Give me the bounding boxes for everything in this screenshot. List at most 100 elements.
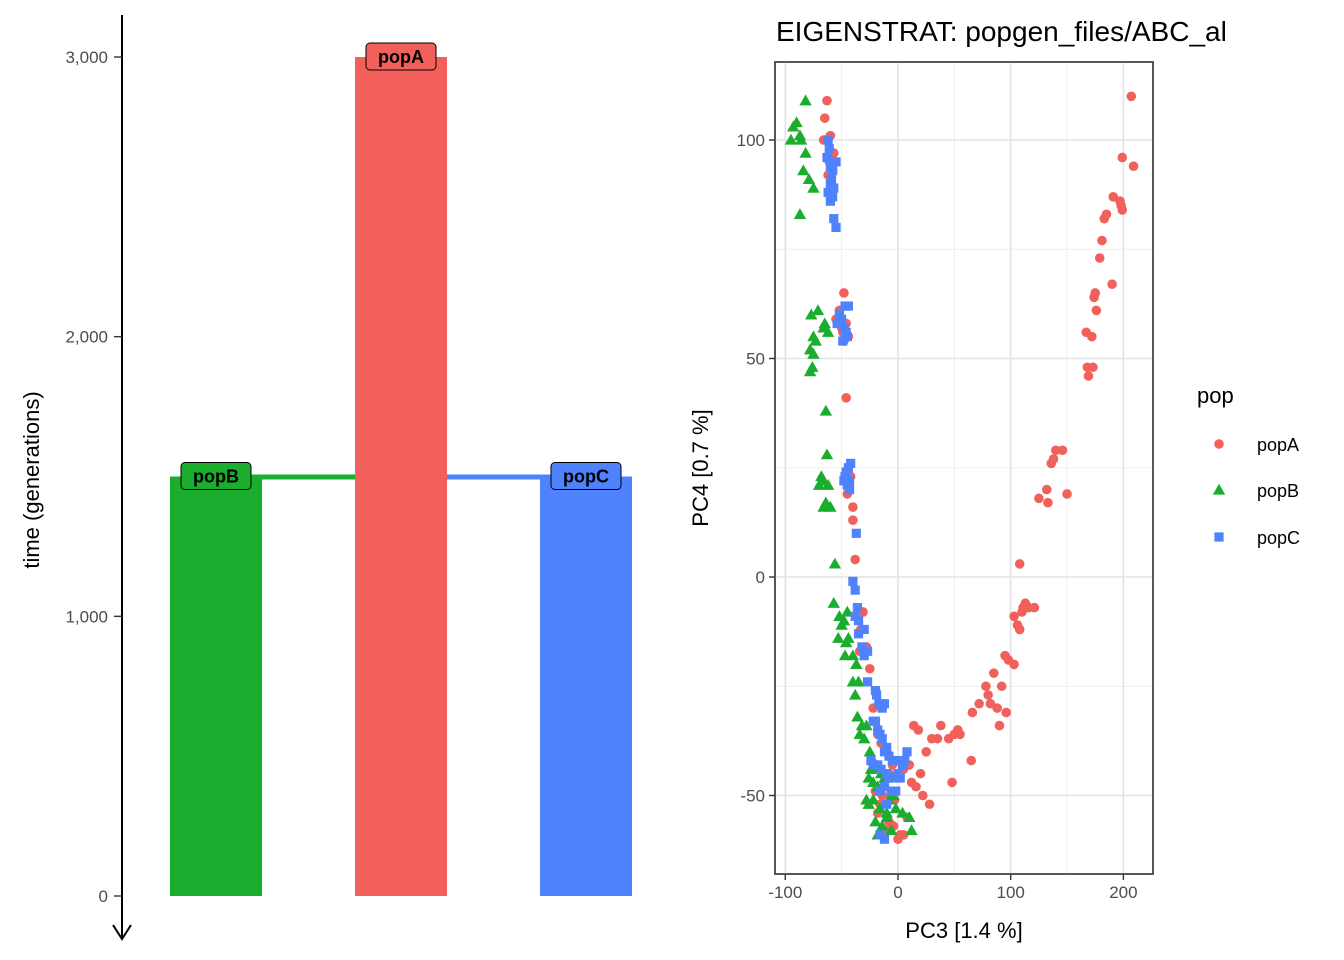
point-popA [819, 113, 830, 123]
point-popB [889, 802, 902, 814]
point-popC [829, 214, 839, 224]
point-popA [994, 720, 1005, 731]
point-popC [838, 336, 848, 346]
point-popA [1050, 445, 1061, 456]
point-popA [1014, 559, 1025, 569]
point-popB [786, 120, 800, 132]
point-popB [863, 745, 877, 757]
point-popC [900, 755, 910, 766]
point-popC [877, 734, 887, 744]
point-popA [983, 690, 993, 700]
point-popA [1117, 152, 1128, 163]
point-popB [852, 675, 865, 687]
point-popB [799, 146, 812, 158]
tree-panel: 0 1,000 2,000 3,000 time (generations) popB… [19, 15, 632, 941]
point-popA [988, 668, 999, 678]
point-popA [932, 733, 943, 744]
point-popA [915, 768, 926, 779]
point-popA [1034, 493, 1044, 504]
point-popC [859, 624, 869, 635]
point-popA [1009, 659, 1019, 670]
x-tick-label: 200 [1109, 883, 1137, 902]
x-axis-title: PC3 [1.4 %] [905, 918, 1022, 943]
point-popA [966, 755, 977, 766]
point-popC [862, 677, 873, 687]
plot-panel-frame [774, 61, 1154, 875]
point-popC [825, 196, 835, 206]
legend-title: pop [1197, 383, 1234, 408]
point-popA [947, 777, 957, 788]
point-popB [803, 365, 817, 377]
point-popB [809, 334, 822, 346]
point-popB [832, 631, 845, 643]
point-popA [1062, 489, 1072, 499]
point-popB [905, 824, 918, 836]
time-tick-label: 1,000 [65, 607, 108, 626]
point-popB [805, 308, 818, 320]
point-popB [811, 304, 825, 316]
plot-title: EIGENSTRAT: popgen_files/ABC_al [776, 16, 1227, 47]
point-popA [898, 830, 909, 840]
point-popB [820, 448, 834, 460]
point-popB [797, 164, 810, 176]
pca-panel: EIGENSTRAT: popgen_files/ABC_al -100 0 100… [688, 16, 1300, 943]
point-popA [924, 799, 935, 810]
point-popA [1041, 484, 1052, 495]
point-popC [832, 318, 842, 329]
time-tick-label: 3,000 [65, 48, 108, 67]
bar-popB [170, 476, 262, 896]
population-labels: popB popA popC [180, 42, 622, 490]
point-popA [1029, 602, 1040, 613]
point-popA [1101, 209, 1112, 220]
point-popC [868, 716, 878, 726]
legend-label-popA: popA [1257, 435, 1299, 455]
point-popA [996, 681, 1007, 692]
bar-popC [540, 476, 632, 896]
point-popC [891, 755, 901, 766]
legend-item-popC: popC [1214, 528, 1300, 548]
point-popB [842, 631, 855, 643]
population-bars [170, 57, 632, 896]
point-popC [853, 616, 864, 626]
point-popC [895, 773, 905, 783]
point-popA [865, 663, 875, 674]
point-popC [871, 690, 882, 700]
y-tick-label: 50 [746, 350, 765, 369]
legend-item-popA: popA [1214, 435, 1299, 455]
point-popB [857, 732, 871, 744]
legend-key-popA [1214, 439, 1224, 449]
point-popB [869, 815, 882, 827]
point-popC [876, 764, 886, 774]
point-popB [885, 824, 898, 836]
point-popB [860, 719, 873, 731]
series-popB [784, 94, 918, 840]
point-popC [843, 301, 854, 311]
point-popA [839, 288, 849, 298]
label-box-popA [365, 42, 437, 71]
point-popB [807, 181, 820, 193]
point-popC [824, 144, 834, 154]
point-popA [974, 698, 984, 709]
point-popA [822, 95, 832, 106]
point-popB [848, 688, 862, 700]
point-popB [812, 479, 826, 490]
point-popB [837, 614, 851, 626]
point-popA [1057, 445, 1068, 456]
point-popB [784, 133, 798, 145]
label-box-popC [550, 462, 622, 490]
point-popA [841, 393, 851, 403]
time-axis-ticks: 0 1,000 2,000 3,000 [65, 48, 122, 906]
point-popA [1009, 611, 1019, 622]
legend-label-popC: popC [1257, 528, 1300, 548]
point-popA [992, 703, 1002, 713]
point-popB [819, 404, 833, 416]
point-popB [799, 94, 812, 106]
point-popA [911, 781, 921, 792]
label-text-popC: popC [563, 467, 609, 487]
point-popB [821, 479, 835, 490]
point-popA [921, 747, 931, 757]
point-popC [879, 699, 890, 709]
point-popB [850, 658, 863, 670]
label-popC: popC [550, 462, 622, 490]
point-popB [817, 321, 830, 333]
